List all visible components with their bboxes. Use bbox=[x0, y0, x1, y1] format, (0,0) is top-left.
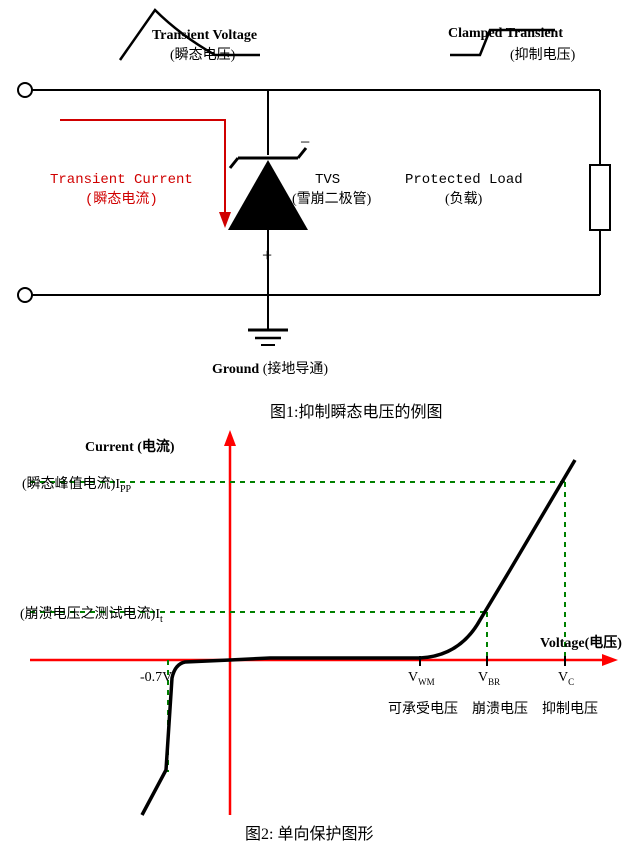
terminal-top bbox=[18, 83, 32, 97]
xtick-neg07: -0.7V bbox=[140, 670, 172, 686]
x-axis-label-zh: (电压) bbox=[585, 636, 622, 651]
ipp-zh: (瞬态峰值电流) bbox=[22, 477, 115, 492]
ground-en: Ground bbox=[212, 362, 259, 377]
vwm-desc: 可承受电压 bbox=[388, 698, 458, 718]
terminal-bottom bbox=[18, 288, 32, 302]
protected-load-zh: (负载) bbox=[445, 188, 482, 208]
vc-sub: C bbox=[568, 677, 574, 687]
ground-zh: (接地导通) bbox=[263, 362, 328, 377]
protected-load-en: Protected Load bbox=[405, 172, 523, 188]
iv-curve bbox=[142, 460, 575, 815]
tvs-en: TVS bbox=[315, 172, 340, 188]
y-axis-label-en: Current bbox=[85, 440, 134, 455]
plus-sign: + bbox=[262, 245, 272, 266]
clamped-transient-zh: (抑制电压) bbox=[510, 44, 575, 64]
transient-current-en: Transient Current bbox=[50, 172, 193, 188]
it-sub: t bbox=[160, 614, 163, 625]
vc-sym: V bbox=[558, 670, 568, 685]
vbr-sub: BR bbox=[488, 677, 500, 687]
tvs-zh: (雪崩二极管) bbox=[292, 188, 371, 208]
it-zh: (崩溃电压之测试电流) bbox=[20, 607, 155, 622]
vbr-desc: 崩溃电压 bbox=[472, 698, 528, 718]
vbr-sym: V bbox=[478, 670, 488, 685]
minus-sign: − bbox=[300, 132, 310, 153]
figure2-caption: 图2: 单向保护图形 bbox=[245, 820, 373, 844]
x-axis-label-en: Voltage bbox=[540, 636, 585, 651]
y-axis-label-zh: (电流) bbox=[137, 440, 174, 455]
transient-voltage-zh: (瞬态电压) bbox=[170, 44, 235, 64]
vc-desc: 抑制电压 bbox=[542, 698, 598, 718]
vwm-sub: WM bbox=[418, 677, 435, 687]
transient-current-zh: (瞬态电流) bbox=[85, 188, 158, 208]
clamped-transient-en: Clamped Transient bbox=[448, 26, 563, 42]
figure1-caption: 图1:抑制瞬态电压的例图 bbox=[270, 398, 442, 422]
transient-voltage-en: Transient Voltage bbox=[152, 28, 257, 44]
vwm-sym: V bbox=[408, 670, 418, 685]
ipp-sub: PP bbox=[120, 484, 131, 495]
